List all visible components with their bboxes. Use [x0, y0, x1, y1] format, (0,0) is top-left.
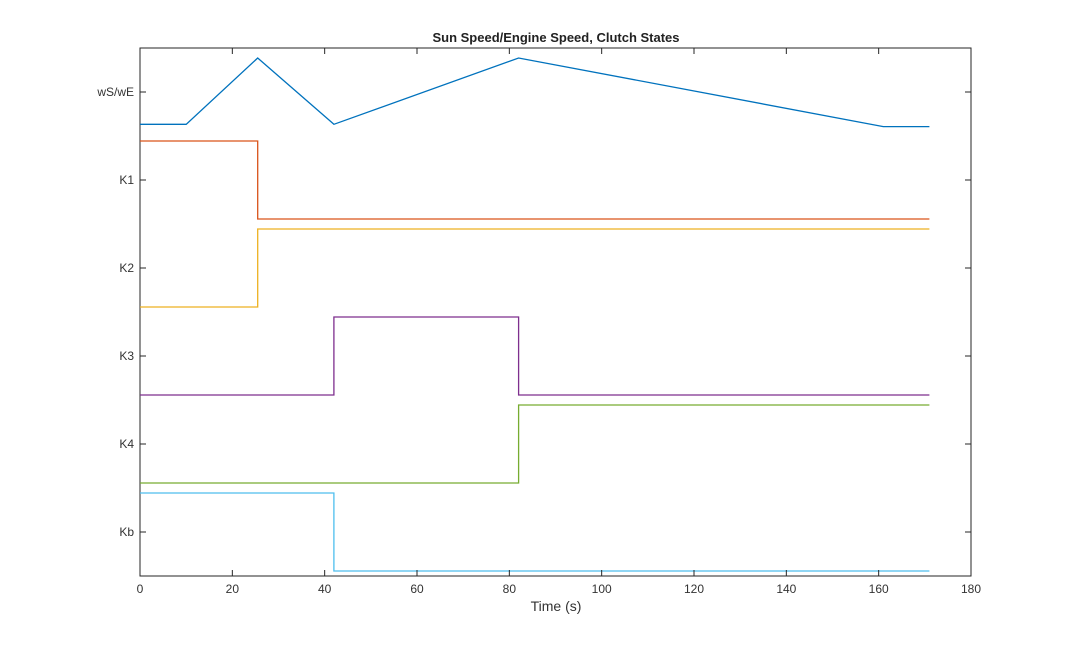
series-line-k1	[140, 140, 930, 220]
series-line-kb	[140, 492, 930, 572]
series-line-k4	[140, 404, 930, 484]
series-line-k2	[140, 228, 930, 308]
y-tick-label: K4	[119, 437, 134, 451]
y-tick-label: K2	[119, 261, 134, 275]
x-tick-label: 100	[592, 582, 612, 596]
x-tick-label: 180	[961, 582, 981, 596]
x-tick-label: 20	[226, 582, 240, 596]
series-line-k3	[140, 316, 930, 396]
x-tick-label: 80	[503, 582, 517, 596]
y-tick-label: wS/wE	[96, 85, 134, 99]
x-tick-label: 60	[410, 582, 424, 596]
y-tick-label: K3	[119, 349, 134, 363]
series-layer	[140, 57, 930, 572]
x-tick-label: 160	[869, 582, 889, 596]
x-tick-label: 120	[684, 582, 704, 596]
y-tick-label: Kb	[119, 525, 134, 539]
x-tick-label: 0	[137, 582, 144, 596]
y-ticks: wS/wE K1 K2 K3 K4 Kb	[96, 85, 971, 539]
plot-area	[139, 47, 972, 577]
plot-frame	[139, 47, 972, 577]
x-axis-label: Time (s)	[531, 598, 582, 614]
y-tick-label: K1	[119, 173, 134, 187]
x-tick-label: 40	[318, 582, 332, 596]
x-tick-label: 140	[776, 582, 796, 596]
x-ticks: 0 20 40 60 80 100 120 140 160 180	[137, 48, 981, 596]
series-line-wswe	[140, 57, 930, 128]
chart-title: Sun Speed/Engine Speed, Clutch States	[432, 30, 679, 45]
